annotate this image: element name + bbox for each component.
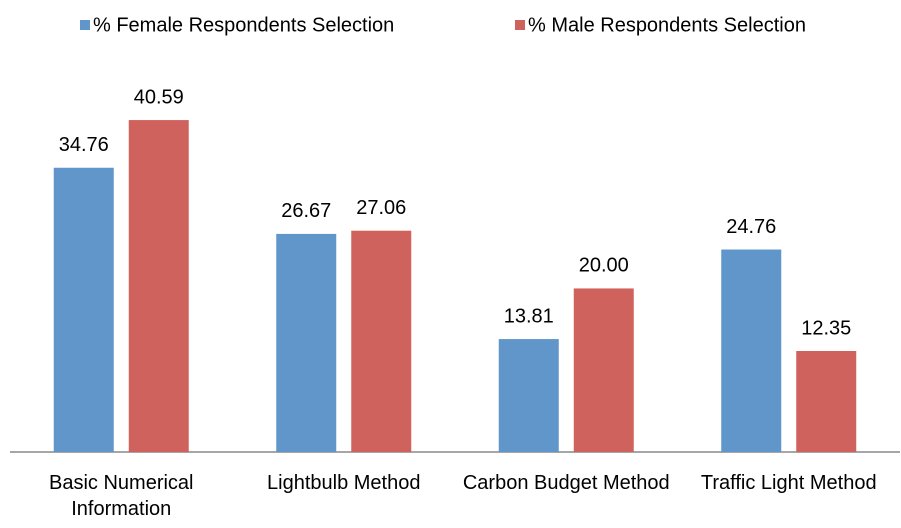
x-tick-label: Basic Numerical Information	[49, 472, 194, 520]
legend-label: % Female Respondents Selection	[93, 14, 394, 36]
value-label: 12.35	[801, 317, 851, 339]
value-label: 27.06	[356, 197, 406, 219]
bar	[498, 339, 559, 452]
bar	[573, 288, 634, 452]
bar	[128, 120, 189, 453]
value-label: 26.67	[281, 200, 331, 222]
x-tick-label: Carbon Budget Method	[462, 472, 670, 494]
value-label: 13.81	[504, 305, 554, 327]
x-tick-label: Traffic Light Method	[700, 472, 877, 494]
legend-label: % Male Respondents Selection	[528, 14, 806, 36]
bar	[351, 230, 412, 452]
bar	[796, 351, 857, 452]
bar	[721, 249, 782, 452]
value-label: 34.76	[59, 134, 109, 156]
legend-swatch	[80, 20, 90, 30]
value-label: 40.59	[134, 86, 184, 108]
value-label: 20.00	[579, 255, 629, 277]
bar	[53, 167, 114, 452]
bar	[276, 233, 337, 452]
value-label: 24.76	[726, 216, 776, 238]
x-tick-label: Lightbulb Method	[267, 472, 421, 494]
legend-swatch	[515, 20, 525, 30]
